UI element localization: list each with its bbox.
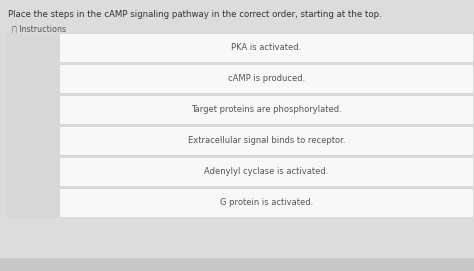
Text: Adenylyl cyclase is activated.: Adenylyl cyclase is activated. — [204, 167, 328, 176]
Text: Extracellular signal binds to receptor.: Extracellular signal binds to receptor. — [188, 136, 345, 145]
FancyBboxPatch shape — [5, 33, 473, 62]
FancyBboxPatch shape — [0, 258, 474, 271]
FancyBboxPatch shape — [5, 95, 60, 124]
FancyBboxPatch shape — [5, 188, 60, 217]
FancyBboxPatch shape — [5, 64, 473, 93]
Text: G protein is activated.: G protein is activated. — [220, 198, 313, 207]
Text: ⓘ Instructions: ⓘ Instructions — [12, 24, 66, 33]
Text: cAMP is produced.: cAMP is produced. — [228, 74, 305, 83]
Text: Target proteins are phosphorylated.: Target proteins are phosphorylated. — [191, 105, 342, 114]
FancyBboxPatch shape — [5, 33, 60, 62]
FancyBboxPatch shape — [5, 188, 473, 217]
Text: PKA is activated.: PKA is activated. — [231, 43, 301, 52]
FancyBboxPatch shape — [5, 64, 60, 93]
FancyBboxPatch shape — [5, 126, 60, 155]
FancyBboxPatch shape — [5, 126, 473, 155]
FancyBboxPatch shape — [5, 157, 60, 186]
FancyBboxPatch shape — [5, 157, 473, 186]
Text: Place the steps in the cAMP signaling pathway in the correct order, starting at : Place the steps in the cAMP signaling pa… — [8, 10, 382, 19]
FancyBboxPatch shape — [5, 95, 473, 124]
